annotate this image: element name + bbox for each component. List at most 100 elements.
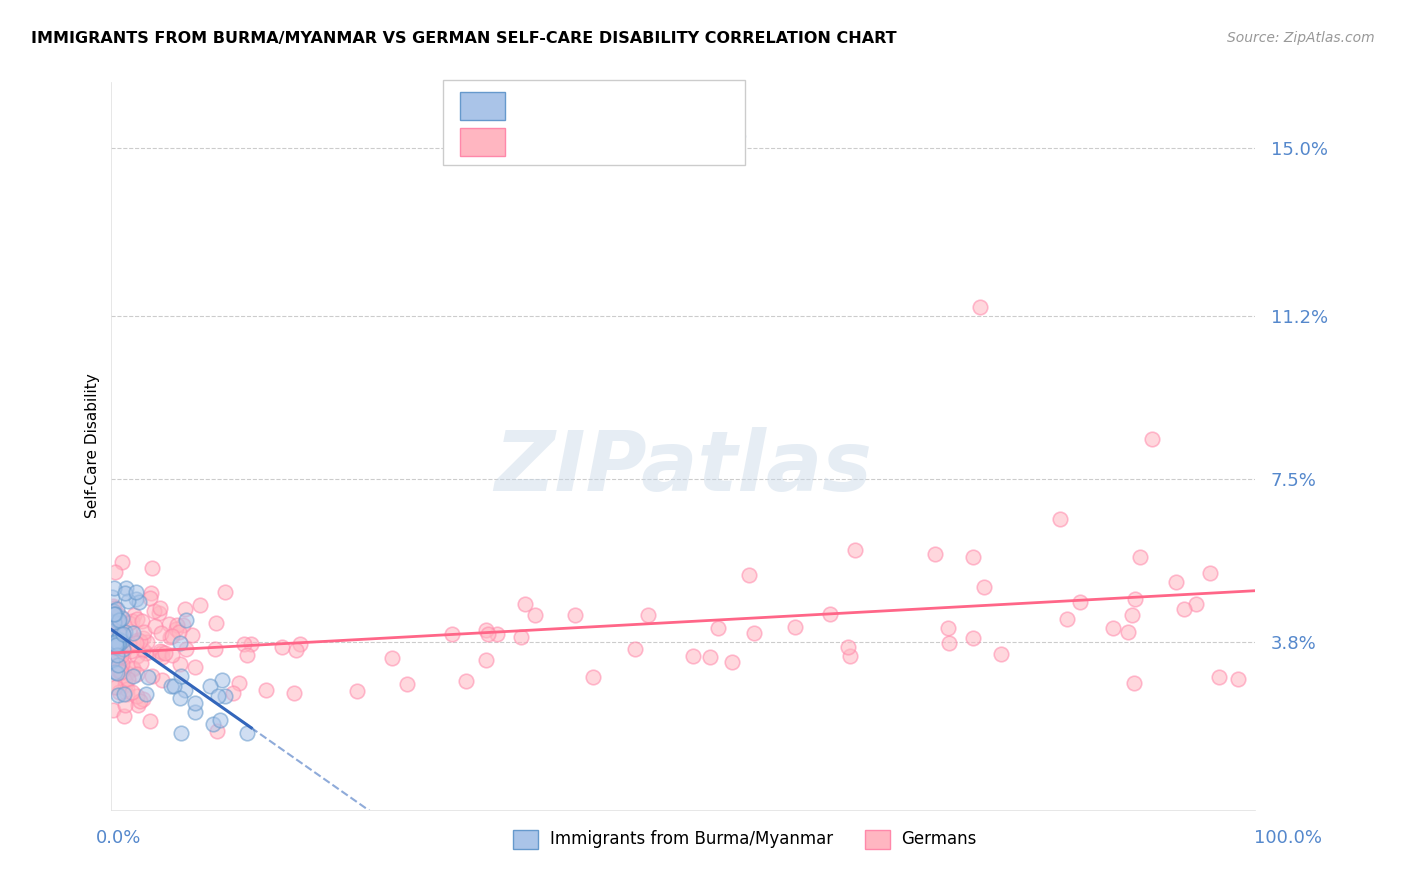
Point [103,615,125,629]
Point [142,604,165,618]
Point [228,676,250,690]
Point [115,581,138,595]
Point [1069,595,1091,609]
Point [122,661,145,675]
Point [117,672,139,686]
Point [938,636,960,650]
Point [122,607,145,622]
Text: Source: ZipAtlas.com: Source: ZipAtlas.com [1227,31,1375,45]
Point [122,669,145,683]
Point [165,622,187,636]
Point [101,624,124,638]
Point [134,624,156,639]
Point [132,643,155,657]
Point [104,640,127,655]
Point [990,647,1012,661]
Point [103,665,125,679]
Point [103,601,125,615]
Point [141,586,163,600]
Point [121,615,143,629]
Text: Germans: Germans [901,830,977,848]
Point [184,659,207,673]
Point [1208,670,1230,684]
Point [1121,607,1143,622]
Point [110,611,132,625]
Point [131,631,153,645]
Point [174,683,197,698]
Point [1049,512,1071,526]
Point [936,622,959,636]
Point [103,581,125,595]
Point [207,723,229,738]
Point [104,634,127,648]
Point [159,630,181,644]
Point [105,655,128,669]
Point [485,627,508,641]
Point [150,673,173,687]
Point [129,633,152,648]
Point [104,651,127,665]
Point [110,635,132,649]
Point [236,648,259,662]
Point [211,673,233,687]
Point [103,607,125,621]
Point [108,613,131,627]
Point [112,628,135,642]
Point [184,696,207,710]
Y-axis label: Self-Care Disability: Self-Care Disability [86,374,100,518]
Point [623,642,645,657]
Point [820,607,842,621]
Text: IMMIGRANTS FROM BURMA/MYANMAR VS GERMAN SELF-CARE DISABILITY CORRELATION CHART: IMMIGRANTS FROM BURMA/MYANMAR VS GERMAN … [31,31,897,46]
Point [456,674,478,689]
Point [103,621,125,635]
Point [166,617,188,632]
Point [682,649,704,664]
Point [240,637,263,651]
Point [699,650,721,665]
Point [837,640,859,654]
Point [475,652,498,666]
Point [101,590,124,604]
Point [1140,433,1163,447]
Point [101,599,124,613]
Point [204,615,226,630]
Point [117,687,139,701]
Point [737,568,759,582]
Point [962,549,984,564]
Text: 0.0%: 0.0% [96,829,141,847]
Point [134,646,156,660]
Point [141,561,163,575]
Point [112,641,135,656]
Point [706,621,728,635]
Point [1129,549,1152,564]
Point [103,680,125,694]
Point [283,686,305,700]
Point [107,635,129,649]
Point [135,687,157,701]
Point [115,665,138,680]
Point [1122,675,1144,690]
Point [346,684,368,698]
Point [104,634,127,648]
Text: ZIPatlas: ZIPatlas [494,427,872,508]
Point [101,703,124,717]
Point [150,645,173,659]
Point [441,627,464,641]
Point [105,633,128,648]
Point [110,629,132,643]
Point [513,597,536,611]
Point [104,638,127,652]
Point [105,625,128,640]
Point [101,665,124,679]
Point [198,679,221,693]
Point [202,716,225,731]
Point [131,656,153,670]
Point [1102,621,1125,635]
Point [381,650,404,665]
Point [284,642,307,657]
Point [105,616,128,631]
Point [111,657,134,671]
Point [254,683,277,698]
Point [125,591,148,606]
Point [132,692,155,706]
